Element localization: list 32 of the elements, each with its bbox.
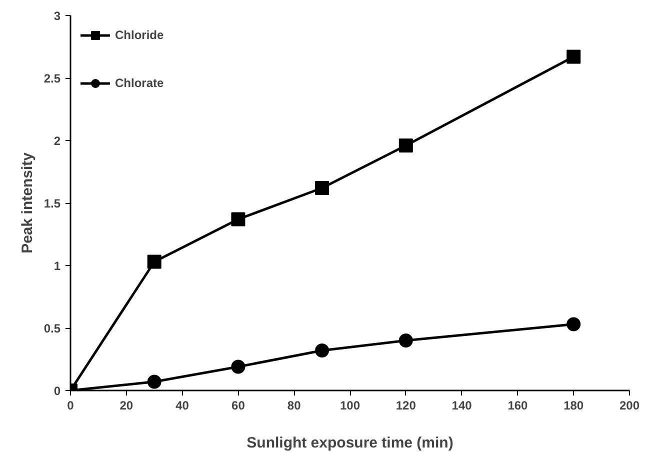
point (231, 212, 246, 226)
y-tick-label: 1 (54, 259, 61, 273)
x-tick-label: 140 (452, 398, 472, 412)
point (398, 138, 413, 152)
x-tick-label: 200 (619, 398, 640, 412)
legend-label: Chlorate (115, 76, 164, 90)
x-tick-label: 80 (287, 398, 302, 412)
y-axis-title: Peak intensity (18, 152, 36, 254)
y-tick-label: 2 (54, 134, 61, 148)
point (398, 334, 413, 348)
point (566, 50, 581, 64)
x-tick-label: 0 (67, 398, 74, 412)
legend-label: Chloride (115, 28, 164, 42)
y-tick-label: 1.5 (44, 196, 61, 210)
y-tick-label: 3 (54, 9, 61, 23)
x-tick-label: 20 (120, 398, 134, 412)
point (147, 254, 162, 269)
point (315, 344, 330, 358)
x-tick-label: 40 (176, 398, 190, 412)
y-tick-label: 0.5 (44, 322, 61, 336)
point (147, 374, 162, 389)
x-tick-label: 120 (396, 398, 416, 412)
x-tick-label: 60 (232, 398, 246, 412)
y-tick-label: 0 (54, 384, 61, 398)
x-tick-label: 100 (340, 398, 360, 412)
point (566, 317, 581, 332)
point (315, 181, 330, 195)
x-tick-label: 160 (508, 398, 528, 412)
y-tick-label: 2.5 (44, 72, 61, 86)
point (231, 360, 246, 374)
x-tick-label: 180 (564, 398, 584, 412)
x-axis-title: Sunlight exposure time (min) (246, 434, 454, 452)
